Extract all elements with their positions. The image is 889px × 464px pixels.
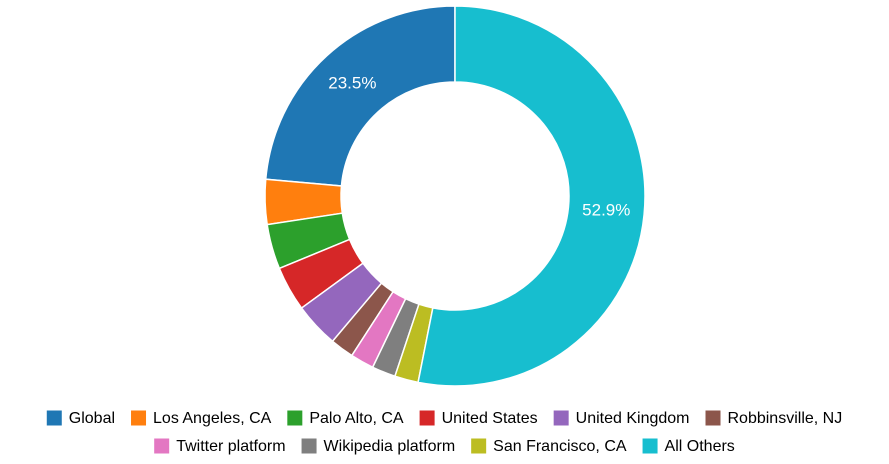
legend-swatch [419, 410, 435, 426]
legend-item-twitter-platform[interactable]: Twitter platform [154, 438, 286, 455]
legend-label: Palo Alto, CA [309, 410, 404, 427]
legend-item-united-states[interactable]: United States [419, 410, 538, 427]
legend-label: Twitter platform [176, 438, 285, 455]
legend-label: United States [442, 410, 538, 427]
legend-swatch [705, 410, 721, 426]
legend-swatch [301, 438, 317, 454]
slice-all-others[interactable] [417, 5, 646, 387]
donut-slices [264, 5, 646, 387]
legend-swatch [287, 410, 303, 426]
legend-label: Global [69, 410, 115, 427]
legend-item-palo-alto-ca[interactable]: Palo Alto, CA [287, 410, 404, 427]
legend-item-global[interactable]: Global [46, 410, 115, 427]
legend-label: San Francisco, CA [493, 438, 627, 455]
legend-item-all-others[interactable]: All Others [642, 438, 735, 455]
slice-labels: 23.5% 52.9% [328, 73, 630, 219]
legend-label: Robbinsville, NJ [728, 410, 843, 427]
legend-swatch [471, 438, 487, 454]
slice-global[interactable] [264, 5, 456, 187]
legend-item-san-francisco-ca[interactable]: San Francisco, CA [471, 438, 627, 455]
legend-label: All Others [665, 438, 735, 455]
legend-item-wikipedia-platform[interactable]: Wikipedia platform [301, 438, 456, 455]
legend-label: United Kingdom [576, 410, 690, 427]
slice-label-global: 23.5% [328, 73, 376, 92]
slice-label-all-others: 52.9% [582, 200, 630, 219]
legend-label: Wikipedia platform [324, 438, 456, 455]
legend: Global Los Angeles, CA Palo Alto, CA United… [46, 410, 843, 455]
legend-swatch [154, 438, 170, 454]
legend-swatch [553, 410, 569, 426]
legend-swatch [642, 438, 658, 454]
legend-label: Los Angeles, CA [153, 410, 272, 427]
legend-item-los-angeles-ca[interactable]: Los Angeles, CA [131, 410, 272, 427]
legend-item-robbinsville-nj[interactable]: Robbinsville, NJ [705, 410, 843, 427]
legend-swatch [46, 410, 62, 426]
legend-item-united-kingdom[interactable]: United Kingdom [553, 410, 690, 427]
legend-swatch [131, 410, 147, 426]
